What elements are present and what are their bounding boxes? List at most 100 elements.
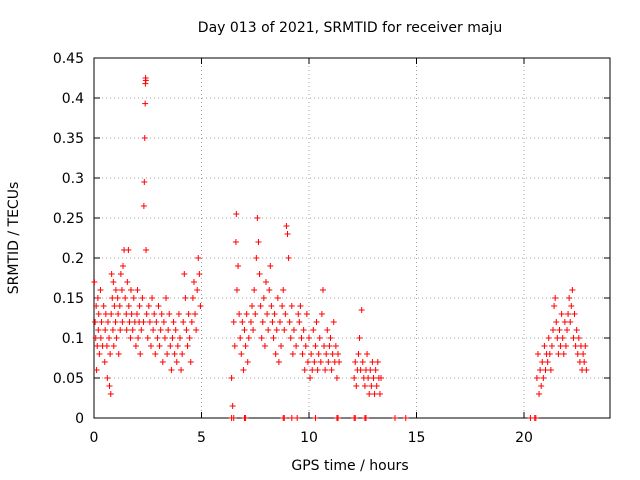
data-point — [362, 415, 369, 421]
data-point — [369, 359, 376, 365]
data-point — [566, 295, 573, 301]
data-point — [93, 303, 100, 309]
data-point — [94, 295, 101, 301]
data-point — [315, 351, 322, 357]
data-point — [155, 303, 162, 309]
data-point — [116, 303, 123, 309]
data-point — [149, 295, 156, 301]
data-point — [559, 335, 566, 341]
data-point — [540, 375, 547, 381]
chart-title: Day 013 of 2021, SRMTID for receiver maj… — [198, 20, 502, 36]
data-point — [95, 327, 102, 333]
data-point — [140, 203, 147, 209]
data-point — [366, 391, 373, 397]
data-point — [245, 335, 252, 341]
data-point — [374, 359, 381, 365]
data-point — [125, 303, 132, 309]
data-point — [103, 343, 110, 349]
data-point — [97, 335, 104, 341]
data-point — [196, 271, 203, 277]
data-point — [238, 351, 245, 357]
data-point — [123, 311, 130, 317]
data-point — [355, 351, 362, 357]
x-tick-labels: 0 5 10 15 20 — [90, 430, 533, 446]
data-point — [138, 327, 145, 333]
data-point — [158, 311, 165, 317]
data-point — [192, 311, 199, 317]
data-point — [583, 367, 590, 373]
data-point — [283, 223, 290, 229]
data-point — [110, 279, 117, 285]
data-point — [318, 311, 325, 317]
data-point — [567, 319, 574, 325]
data-point — [145, 303, 152, 309]
data-point — [542, 367, 549, 373]
data-point — [179, 351, 186, 357]
data-point — [327, 335, 334, 341]
data-point — [154, 335, 161, 341]
data-point — [550, 327, 557, 333]
data-point — [94, 343, 101, 349]
data-point — [168, 367, 175, 373]
data-point — [322, 367, 329, 373]
data-point — [165, 327, 172, 333]
data-point — [279, 303, 286, 309]
axis-ticks — [93, 57, 610, 419]
data-point — [286, 319, 293, 325]
data-point — [163, 295, 170, 301]
data-point — [124, 279, 131, 285]
data-point — [533, 375, 540, 381]
data-point — [250, 327, 257, 333]
data-point — [130, 295, 137, 301]
data-point — [555, 351, 562, 357]
data-point — [134, 287, 141, 293]
data-point — [181, 271, 188, 277]
data-point — [177, 335, 183, 341]
data-point — [373, 383, 380, 389]
data-point — [311, 359, 318, 365]
data-point — [128, 311, 135, 317]
data-point — [140, 319, 147, 325]
data-point — [268, 303, 275, 309]
data-point — [236, 311, 243, 317]
data-point — [294, 415, 301, 421]
data-point — [182, 295, 189, 301]
data-point — [229, 403, 236, 409]
data-point — [288, 303, 295, 309]
data-point — [259, 319, 266, 325]
data-point — [141, 179, 148, 185]
data-point — [280, 287, 287, 293]
data-point — [244, 359, 251, 365]
data-point — [187, 359, 194, 365]
data-point — [284, 231, 291, 237]
data-point — [175, 311, 182, 317]
data-point — [125, 247, 132, 253]
data-point — [193, 327, 200, 333]
y-tick-label: 0.2 — [62, 251, 84, 267]
data-point — [174, 343, 181, 349]
data-point — [285, 255, 292, 261]
data-point — [265, 327, 272, 333]
data-point — [144, 335, 151, 341]
data-point — [547, 367, 554, 373]
data-point — [552, 295, 559, 301]
data-point — [271, 311, 278, 317]
data-points — [91, 75, 590, 421]
x-tick-label: 15 — [408, 430, 426, 446]
data-point — [188, 319, 195, 325]
data-point — [195, 255, 202, 261]
data-point — [107, 391, 114, 397]
data-point — [232, 239, 239, 245]
data-point — [114, 295, 121, 301]
data-point — [118, 287, 125, 293]
data-point — [544, 359, 551, 365]
data-point — [91, 279, 98, 285]
data-point — [183, 327, 190, 333]
data-point — [278, 343, 285, 349]
data-point — [107, 351, 114, 357]
data-point — [127, 287, 134, 293]
data-point — [357, 367, 364, 373]
data-point — [135, 335, 142, 341]
data-point — [159, 359, 166, 365]
data-point — [333, 375, 340, 381]
